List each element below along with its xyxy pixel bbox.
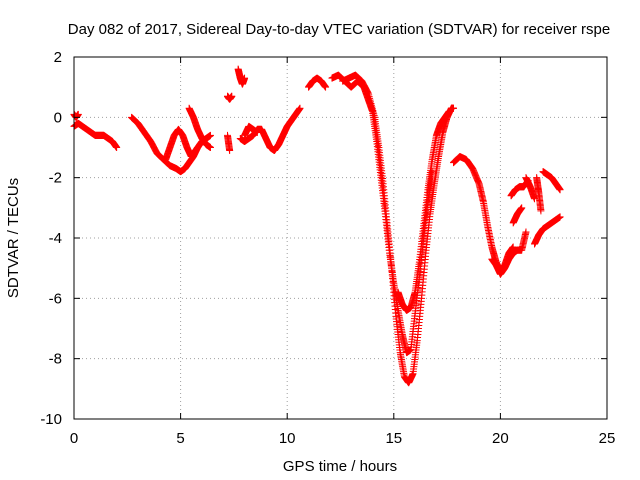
data-series-0 xyxy=(70,119,121,151)
y-tick-label: -6 xyxy=(49,290,62,307)
chart-title: Day 082 of 2017, Sidereal Day-to-day VTE… xyxy=(68,21,610,38)
data-series-19 xyxy=(522,174,539,203)
data-point xyxy=(556,213,564,221)
data-series-9 xyxy=(236,104,304,155)
x-tick-label: 5 xyxy=(176,430,184,447)
y-tick-label: -4 xyxy=(49,230,62,247)
data-series-11 xyxy=(305,74,330,91)
data-point xyxy=(241,74,249,82)
data-point xyxy=(518,204,526,212)
data-series-7 xyxy=(224,131,234,155)
data-series-15 xyxy=(449,153,517,275)
data-point xyxy=(449,104,457,112)
data-series-22 xyxy=(539,168,564,194)
data-point xyxy=(253,128,261,136)
data-series-2 xyxy=(128,113,202,176)
data-series-6 xyxy=(224,92,236,103)
data-series-10 xyxy=(241,122,261,139)
y-tick-label: 2 xyxy=(54,49,62,66)
data-point xyxy=(445,107,453,115)
data-point xyxy=(537,207,545,215)
x-tick-label: 20 xyxy=(492,430,509,447)
tick-labels: 0 5 10 15 20 25 -10 -8 -6 -4 -2 0 2 xyxy=(40,49,615,447)
data-series-20 xyxy=(533,174,545,215)
data-series-8 xyxy=(234,65,249,88)
data-point xyxy=(228,92,236,100)
data-series-3 xyxy=(162,125,195,164)
data-point xyxy=(206,131,214,139)
y-tick-label: -2 xyxy=(49,170,62,187)
tick-marks xyxy=(73,56,608,420)
y-tick-label: 0 xyxy=(54,109,62,126)
data-series-16 xyxy=(488,228,530,278)
data-series-13 xyxy=(339,71,457,387)
data-point xyxy=(556,186,564,194)
data-point xyxy=(206,144,214,151)
data-series-21 xyxy=(531,213,564,248)
x-tick-label: 25 xyxy=(599,430,616,447)
data-marks xyxy=(70,65,564,387)
data-point xyxy=(296,104,304,112)
x-axis-label: GPS time / hours xyxy=(283,458,397,475)
data-point xyxy=(322,83,330,91)
data-point xyxy=(226,147,234,155)
data-series-1 xyxy=(70,110,82,121)
y-axis-label: SDTVAR / TECUs xyxy=(5,178,22,298)
data-point xyxy=(522,228,530,236)
data-series-5 xyxy=(189,131,214,158)
data-series-18 xyxy=(509,204,526,227)
data-point xyxy=(74,110,82,118)
x-tick-label: 0 xyxy=(70,430,78,447)
data-point xyxy=(113,144,121,151)
grid-layer xyxy=(74,57,607,419)
data-series-14 xyxy=(394,107,453,314)
y-tick-label: -10 xyxy=(40,411,62,428)
x-tick-label: 15 xyxy=(385,430,402,447)
y-tick-label: -8 xyxy=(49,351,62,368)
x-tick-label: 10 xyxy=(279,430,296,447)
